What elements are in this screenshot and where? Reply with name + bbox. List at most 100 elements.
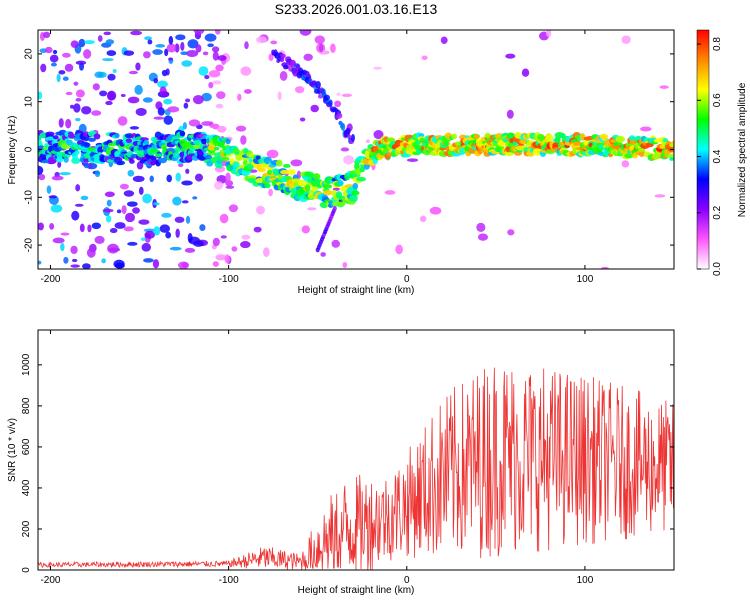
heatmap-cell	[124, 212, 136, 223]
heatmap-cell	[38, 260, 42, 265]
heatmap-cell	[84, 40, 95, 45]
heatmap-cell	[130, 30, 143, 36]
heatmap-cell	[94, 170, 101, 178]
heatmap-cell	[181, 60, 193, 67]
heatmap-cell	[280, 169, 290, 175]
heatmap-cell	[62, 52, 71, 58]
heatmap-cell	[186, 50, 199, 58]
heatmap-cell	[222, 156, 230, 162]
heatmap-cell	[60, 232, 70, 236]
x-tick-label: -200	[40, 274, 60, 285]
heatmap-cell	[299, 117, 306, 122]
heatmap-cell	[345, 127, 351, 135]
heatmap-cell	[117, 116, 128, 126]
colorbar-ticks: 0.0 0.2 0.4 0.6 0.8	[697, 37, 723, 276]
heatmap-cell	[104, 191, 115, 198]
heatmap-cell	[99, 90, 108, 97]
heatmap-cell	[105, 100, 113, 106]
heatmap-cell	[310, 104, 319, 113]
heatmap-cell	[421, 55, 428, 61]
heatmap-cell	[83, 164, 91, 169]
heatmap-cell	[215, 103, 224, 109]
y-tick-label: 1000	[21, 353, 32, 376]
heatmap-cell	[138, 186, 144, 195]
heatmap-cell	[282, 163, 291, 168]
heatmap-cell	[121, 205, 127, 214]
heatmap-cell	[71, 157, 81, 164]
heatmap-cell	[169, 246, 182, 251]
heatmap-cell	[82, 263, 91, 269]
heatmap-cell	[38, 91, 43, 100]
heatmap-cell	[152, 259, 160, 269]
heatmap-cell	[211, 46, 220, 53]
heatmap-cell	[59, 172, 72, 176]
heatmap-cell	[63, 156, 69, 163]
heatmap-cell	[181, 200, 189, 204]
heatmap-cell	[64, 63, 74, 72]
heatmap-cell	[187, 232, 193, 243]
heatmap-cell	[75, 60, 87, 65]
x-tick-label: -100	[219, 274, 239, 285]
heatmap-cell	[237, 93, 242, 101]
heatmap-cell	[114, 132, 120, 139]
heatmap-cell	[40, 63, 47, 73]
heatmap-cell	[662, 138, 669, 143]
heatmap-cell	[140, 237, 146, 241]
heatmap-cell	[135, 62, 141, 71]
heatmap-cell	[128, 70, 139, 75]
heatmap-cell	[182, 122, 187, 130]
heatmap-cell	[73, 103, 81, 113]
heatmap-cell	[341, 93, 353, 97]
heatmap-cell	[217, 125, 227, 133]
heatmap-cell	[419, 215, 427, 223]
heatmap-cell	[75, 98, 82, 102]
heatmap-cell	[337, 179, 344, 186]
heatmap-cell	[601, 135, 608, 142]
snr-x-label: Height of straight line (km)	[298, 585, 415, 596]
heatmap-cell	[185, 215, 191, 224]
heatmap-cell	[440, 36, 448, 45]
heatmap-cell	[215, 64, 224, 72]
heatmap-cell	[429, 206, 442, 215]
heatmap-cell	[484, 132, 492, 139]
heatmap-cell	[212, 237, 220, 247]
heatmap-cell	[193, 240, 204, 247]
heatmap-cell	[231, 246, 238, 252]
heatmap-cell	[163, 115, 174, 125]
heatmap-cell	[86, 247, 96, 258]
colorbar: 0.0 0.2 0.4 0.6 0.8 Normalized spectral ampl…	[696, 29, 748, 276]
heatmap-cell	[123, 50, 135, 56]
heatmap-cell	[70, 245, 78, 255]
heatmap-cell	[49, 54, 59, 63]
y-tick-label: 0	[24, 146, 35, 152]
heatmap-cell	[101, 258, 106, 264]
heatmap-cell	[75, 184, 81, 192]
heatmap-cell	[473, 133, 480, 140]
heatmap-cell	[161, 212, 172, 218]
heatmap-cell	[123, 226, 134, 232]
heatmap-cell	[220, 235, 227, 239]
heatmap-cell	[205, 154, 213, 161]
heatmap-cell	[297, 180, 308, 186]
heatmap-cell	[79, 223, 85, 233]
colorbar-tick-label: 0.4	[712, 149, 723, 163]
heatmap-cell	[45, 136, 56, 141]
heatmap-cell	[342, 261, 348, 269]
heatmap-cell	[107, 243, 119, 254]
heatmap-cell	[136, 161, 144, 170]
heatmap-cell	[336, 112, 343, 119]
heatmap-cell	[225, 138, 231, 145]
heatmap-cell	[187, 39, 199, 49]
heatmap-cell	[87, 224, 92, 233]
heatmap-cell	[179, 130, 186, 137]
heatmap-cell	[103, 31, 112, 36]
heatmap-cell	[328, 99, 333, 106]
heatmap-cell	[120, 93, 126, 97]
heatmap-cell	[51, 175, 64, 181]
heatmap-cell	[149, 175, 154, 183]
heatmap-cell	[52, 49, 58, 55]
heatmap-cell	[476, 222, 486, 233]
heatmap-cell	[143, 228, 156, 233]
